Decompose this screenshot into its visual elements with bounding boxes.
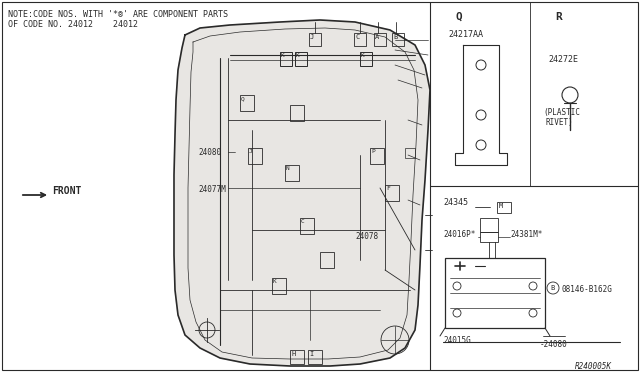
Text: K: K <box>361 53 365 58</box>
Bar <box>290 350 304 364</box>
Bar <box>360 52 372 66</box>
Bar <box>290 105 304 121</box>
Text: 24381M*: 24381M* <box>510 230 542 239</box>
Bar <box>370 148 384 164</box>
Polygon shape <box>174 20 430 366</box>
Text: J: J <box>249 149 253 154</box>
Bar <box>285 165 299 181</box>
Text: 24217AA: 24217AA <box>448 30 483 39</box>
Bar <box>295 52 307 66</box>
Text: 08146-B162G: 08146-B162G <box>561 285 612 294</box>
Bar <box>308 350 322 364</box>
Text: -24080: -24080 <box>540 340 568 349</box>
Text: H: H <box>291 351 295 357</box>
Text: J: J <box>310 34 314 40</box>
Text: R: R <box>555 12 562 22</box>
Text: F: F <box>386 186 390 191</box>
Bar <box>320 252 334 268</box>
Text: FRONT: FRONT <box>52 186 81 196</box>
Text: 24077M: 24077M <box>198 185 226 194</box>
Bar <box>374 33 386 46</box>
Text: K: K <box>273 279 276 284</box>
Text: C: C <box>301 219 305 224</box>
Bar <box>480 232 498 242</box>
Text: 24080: 24080 <box>198 148 221 157</box>
Text: K: K <box>296 53 300 58</box>
Bar <box>445 258 545 328</box>
Text: I: I <box>309 351 313 357</box>
Bar <box>280 52 292 66</box>
Text: RIVET): RIVET) <box>546 118 573 127</box>
Text: 24015G: 24015G <box>443 336 471 345</box>
Text: P: P <box>371 149 375 154</box>
Bar <box>392 33 404 46</box>
Bar <box>480 218 498 232</box>
Text: C: C <box>355 34 359 40</box>
Text: (PLASTIC: (PLASTIC <box>543 108 580 117</box>
Bar <box>272 278 286 294</box>
Bar <box>248 148 262 164</box>
Text: M: M <box>499 203 503 209</box>
Text: Q: Q <box>241 96 244 101</box>
Text: OF CODE NO. 24012    24012: OF CODE NO. 24012 24012 <box>8 20 138 29</box>
Text: NOTE:CODE NOS. WITH '*®' ARE COMPONENT PARTS: NOTE:CODE NOS. WITH '*®' ARE COMPONENT P… <box>8 10 228 19</box>
Text: B: B <box>393 34 397 40</box>
Bar <box>354 33 366 46</box>
Bar <box>385 185 399 201</box>
Text: 24272E: 24272E <box>548 55 578 64</box>
Text: K: K <box>281 53 285 58</box>
Bar <box>405 148 415 158</box>
Text: N: N <box>286 166 290 171</box>
Text: 24345: 24345 <box>443 198 468 207</box>
Bar <box>300 218 314 234</box>
Text: A: A <box>375 34 380 40</box>
Text: B: B <box>550 285 554 291</box>
Text: R240005K: R240005K <box>575 362 612 371</box>
Text: 24016P*: 24016P* <box>443 230 476 239</box>
Bar <box>309 33 321 46</box>
Text: 24078: 24078 <box>355 232 378 241</box>
Bar <box>497 202 511 213</box>
Text: Q: Q <box>455 12 461 22</box>
Bar <box>240 95 254 111</box>
